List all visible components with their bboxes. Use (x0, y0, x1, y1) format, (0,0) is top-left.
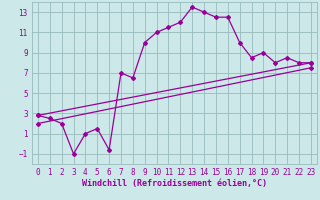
X-axis label: Windchill (Refroidissement éolien,°C): Windchill (Refroidissement éolien,°C) (82, 179, 267, 188)
